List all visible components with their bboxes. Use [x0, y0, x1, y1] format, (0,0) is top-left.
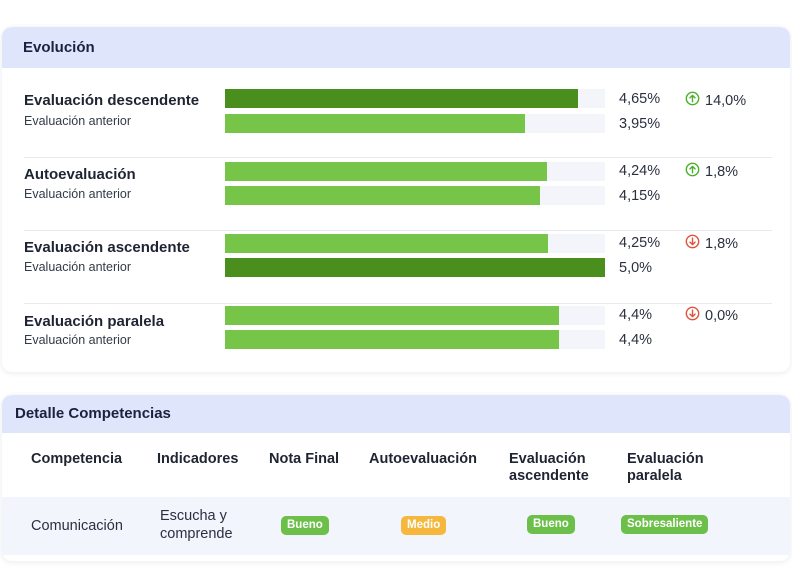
header-evaluacion-paralela: Evaluación paralela [627, 451, 704, 485]
arrow-up-circle-icon [685, 91, 705, 110]
row-title: Evaluación paralela [24, 313, 165, 330]
row-title: Autoevaluación [24, 166, 136, 183]
current-value: 4,24% [619, 163, 661, 179]
indicador-line: comprende [160, 526, 233, 542]
status-badge-nota-final: Bueno [281, 516, 329, 535]
table-row: Comunicación Escucha y comprende Bueno M… [2, 497, 790, 555]
competencies-title: Detalle Competencias [2, 395, 790, 433]
previous-bar [225, 114, 526, 133]
delta: 1,8% [685, 162, 738, 181]
header-evaluacion-ascendente: Evaluación ascendente [509, 451, 589, 485]
status-badge-autoevaluacion: Medio [401, 516, 447, 535]
current-bar-track [225, 234, 605, 253]
row-subtitle: Evaluación anterior [24, 187, 132, 201]
previous-value: 4,4% [619, 332, 653, 348]
previous-bar-track [225, 330, 605, 349]
header-indicadores: Indicadores [157, 451, 239, 467]
status-badge-paralela: Sobresaliente [621, 515, 709, 534]
previous-bar [225, 330, 560, 349]
arrow-up-circle-icon [685, 162, 705, 181]
delta: 0,0% [685, 306, 738, 325]
header-competencia: Competencia [31, 451, 123, 467]
current-bar [225, 306, 560, 325]
row-title: Evaluación descendente [24, 92, 200, 109]
header-nota-final: Nota Final [269, 451, 340, 467]
competencies-card: Detalle Competencias Competencia Indicad… [2, 395, 790, 561]
indicador-line: Escucha y [160, 508, 227, 524]
previous-value: 5,0% [619, 260, 653, 276]
cell-competencia: Comunicación [31, 518, 123, 534]
current-value: 4,4% [619, 307, 653, 323]
current-value: 4,65% [619, 91, 661, 107]
current-bar-track [225, 162, 605, 181]
row-subtitle: Evaluación anterior [24, 333, 132, 347]
header-autoevaluacion: Autoevaluación [369, 451, 477, 467]
header-line: Evaluación [627, 451, 704, 467]
status-badge-ascendente: Bueno [527, 515, 575, 534]
previous-bar-track [225, 258, 605, 277]
evolution-row-ascendente: Evaluación ascendente Evaluación anterio… [2, 230, 790, 303]
current-bar-track [225, 89, 605, 108]
previous-bar [225, 186, 541, 205]
arrow-down-circle-icon [685, 306, 705, 325]
evolution-title: Evolución [2, 27, 790, 68]
delta-value: 0,0% [705, 307, 739, 324]
evolution-row-paralela: Evaluación paralela Evaluación anterior … [2, 303, 790, 372]
current-bar [225, 89, 579, 108]
delta-value: 14,0% [705, 92, 747, 109]
current-bar [225, 234, 548, 253]
delta-value: 1,8% [705, 235, 739, 252]
previous-bar-track [225, 114, 605, 133]
evolution-card: Evolución Evaluación descendente Evaluac… [2, 27, 790, 372]
previous-value: 4,15% [619, 188, 661, 204]
header-line: Evaluación [509, 451, 586, 467]
arrow-down-circle-icon [685, 234, 705, 253]
evolution-row-autoevaluacion: Autoevaluación Evaluación anterior 4,24%… [2, 157, 790, 230]
delta-value: 1,8% [705, 163, 739, 180]
previous-bar-track [225, 186, 605, 205]
current-bar-track [225, 306, 605, 325]
cell-indicador: Escucha y comprende [160, 507, 233, 543]
current-bar [225, 162, 548, 181]
header-line: ascendente [509, 468, 589, 484]
delta: 1,8% [685, 234, 738, 253]
previous-bar [225, 258, 605, 277]
header-line: paralela [627, 468, 682, 484]
row-title: Evaluación ascendente [24, 239, 190, 256]
row-subtitle: Evaluación anterior [24, 260, 132, 274]
evolution-row-descendente: Evaluación descendente Evaluación anteri… [2, 85, 790, 157]
row-subtitle: Evaluación anterior [24, 114, 132, 128]
previous-value: 3,95% [619, 116, 661, 132]
delta: 14,0% [685, 91, 746, 110]
current-value: 4,25% [619, 235, 661, 251]
